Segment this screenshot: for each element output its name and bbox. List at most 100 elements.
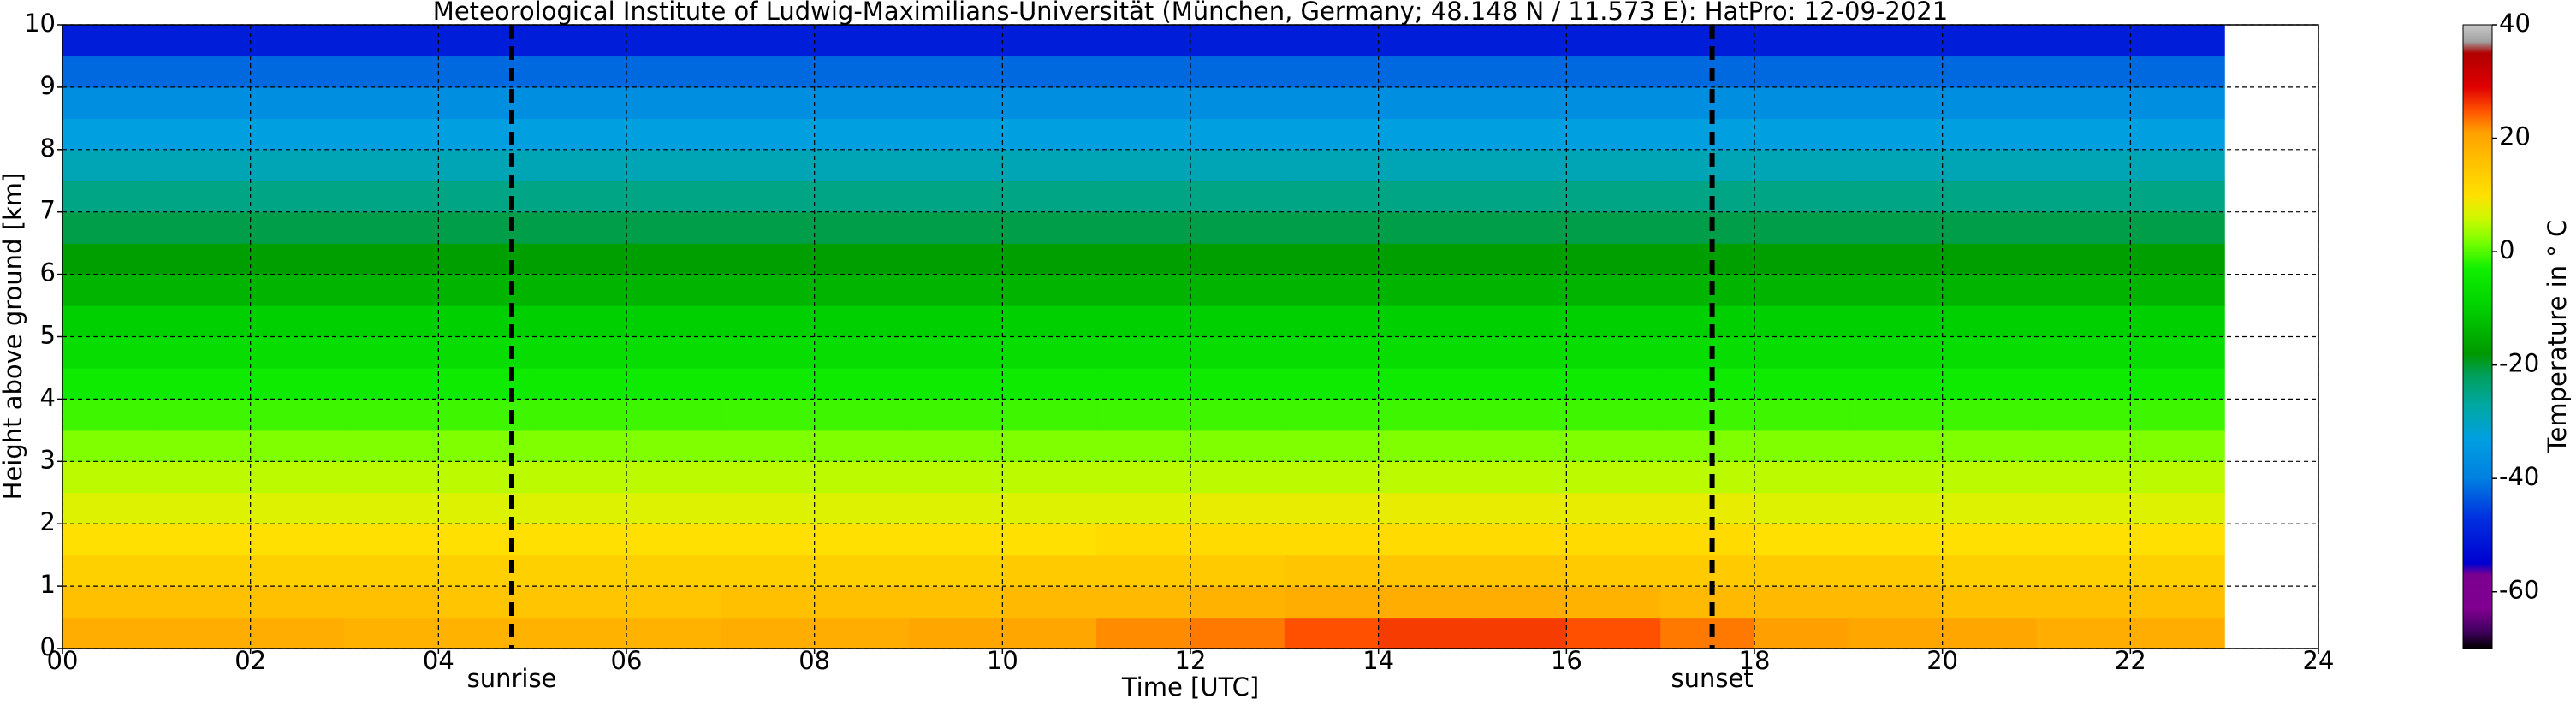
heat-cell xyxy=(1942,149,2038,181)
heat-cell xyxy=(2036,586,2131,619)
heat-cell xyxy=(1754,25,1849,57)
heat-cell xyxy=(720,554,816,587)
y-tick-label: 8 xyxy=(40,133,56,163)
heat-cell xyxy=(1002,274,1097,306)
heat-cell xyxy=(1284,211,1380,244)
heat-cell xyxy=(250,118,346,151)
heat-cell xyxy=(1096,524,1191,556)
heat-cell xyxy=(720,336,816,369)
heat-cell xyxy=(1190,149,1285,181)
heat-cell xyxy=(1566,336,1661,369)
heat-cell xyxy=(156,492,252,524)
heat-cell xyxy=(1660,149,1755,181)
heat-cell xyxy=(2130,430,2225,462)
colorbar-tick-label: 20 xyxy=(2499,122,2531,151)
heat-cell xyxy=(1284,492,1380,524)
heat-cell xyxy=(2130,181,2225,213)
heat-cell xyxy=(250,367,346,400)
heat-cell xyxy=(344,86,439,119)
heat-cell xyxy=(626,56,721,88)
heat-cell xyxy=(626,367,721,400)
heat-cell xyxy=(1754,554,1849,587)
heat-cell xyxy=(1754,86,1849,119)
heat-cell xyxy=(1472,86,1567,119)
heat-cell xyxy=(2036,554,2131,587)
heat-cell xyxy=(2036,56,2131,88)
heat-cell xyxy=(438,430,533,462)
x-tick-label: 14 xyxy=(1362,646,1394,675)
heat-cell xyxy=(1284,56,1380,88)
heat-cell xyxy=(1942,492,2038,524)
heat-cell xyxy=(2130,25,2225,57)
heat-cell xyxy=(1002,305,1097,338)
heat-cell xyxy=(1472,461,1567,494)
heat-cell xyxy=(1284,524,1380,556)
heat-cell xyxy=(2036,399,2131,431)
heat-cell xyxy=(2036,617,2131,649)
heat-cell xyxy=(1660,399,1755,431)
heat-cell xyxy=(1284,305,1380,338)
heat-cell xyxy=(250,211,346,244)
heat-cell xyxy=(1378,399,1474,431)
heat-cell xyxy=(1472,430,1567,462)
heat-cell xyxy=(2130,492,2225,524)
heat-cell xyxy=(250,25,346,57)
heat-cell xyxy=(1378,524,1474,556)
heat-cell xyxy=(1002,524,1097,556)
heat-cell xyxy=(1472,367,1567,400)
heat-cell xyxy=(1002,617,1097,649)
heat-cell xyxy=(1848,118,1944,151)
heat-cell xyxy=(908,305,1003,338)
heat-cell xyxy=(438,367,533,400)
heat-cell xyxy=(626,554,721,587)
heat-cell xyxy=(814,461,910,494)
heat-cell xyxy=(344,211,439,244)
heat-cell xyxy=(2036,25,2131,57)
heat-cell xyxy=(908,461,1003,494)
heat-cell xyxy=(1942,211,2038,244)
heat-cell xyxy=(1190,274,1285,306)
heat-cell xyxy=(2036,305,2131,338)
y-tick-label: 9 xyxy=(40,71,56,100)
heat-cell xyxy=(438,86,533,119)
heat-cell xyxy=(344,274,439,306)
heat-cell xyxy=(1566,243,1661,275)
heat-cell xyxy=(438,243,533,275)
heat-cell xyxy=(62,86,157,119)
heat-cell xyxy=(250,336,346,369)
heat-cell xyxy=(344,243,439,275)
heat-cell xyxy=(532,586,627,619)
heat-cell xyxy=(814,399,910,431)
heat-cell xyxy=(1284,461,1380,494)
heat-cell xyxy=(438,118,533,151)
heat-cell xyxy=(908,554,1003,587)
heat-cell xyxy=(720,367,816,400)
heat-cell xyxy=(156,211,252,244)
heat-cell xyxy=(1942,461,2038,494)
heat-cell xyxy=(908,149,1003,181)
heat-cell xyxy=(2130,56,2225,88)
heat-cell xyxy=(2130,399,2225,431)
heat-cell xyxy=(1566,25,1661,57)
heat-cell xyxy=(1190,25,1285,57)
heat-cell xyxy=(1566,554,1661,587)
heat-cell xyxy=(1566,274,1661,306)
y-tick-label: 10 xyxy=(24,9,56,38)
heat-cell xyxy=(2036,524,2131,556)
heat-cell xyxy=(532,554,627,587)
heat-cell xyxy=(344,430,439,462)
heat-cell xyxy=(720,149,816,181)
heat-cell xyxy=(1848,336,1944,369)
heat-cell xyxy=(62,617,157,649)
heat-cell xyxy=(814,243,910,275)
heat-cell xyxy=(2036,336,2131,369)
heat-cell xyxy=(1848,305,1944,338)
heat-cell xyxy=(1942,524,2038,556)
heat-cell xyxy=(438,149,533,181)
heat-cell xyxy=(1754,461,1849,494)
heat-cell xyxy=(1660,56,1755,88)
x-tick-label: 04 xyxy=(423,646,454,675)
heat-cell xyxy=(1566,399,1661,431)
heat-cell xyxy=(1754,149,1849,181)
heat-cell xyxy=(720,305,816,338)
